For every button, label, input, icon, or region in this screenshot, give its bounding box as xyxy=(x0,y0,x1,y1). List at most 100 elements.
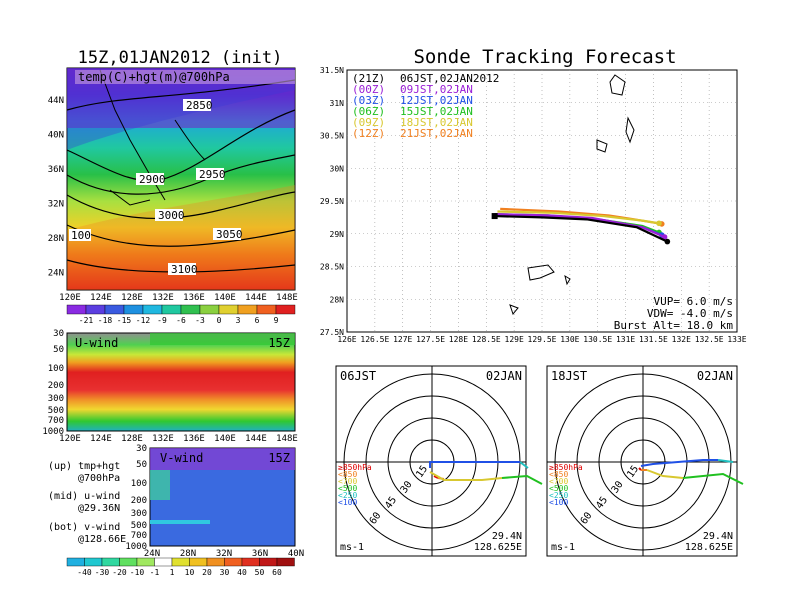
pressure-tick: 700 xyxy=(48,416,64,426)
colorbar-swatch xyxy=(136,557,155,567)
lon-tick: 127.5E xyxy=(416,335,445,344)
lat-tick: 29N xyxy=(330,230,345,239)
contour-3100 xyxy=(66,259,296,273)
hodo-trace xyxy=(640,459,718,467)
track-endpoint xyxy=(661,234,668,240)
legend-mid-2: @29.36N xyxy=(78,503,120,514)
map-label: temp(C)+hgt(m)@700hPa xyxy=(78,70,230,84)
level-legend: ≥850hPa xyxy=(549,463,583,472)
colorbar-tick: -15 xyxy=(117,316,132,325)
lon-tick: 132E xyxy=(152,434,174,444)
wind-colorbar: -40 -30 -20 -10 -1 1 10 20 30 40 50 60 xyxy=(66,557,295,577)
hodo-unit: ms-1 xyxy=(551,542,575,553)
lat-tick: 24N xyxy=(144,549,160,559)
colorbar-swatch xyxy=(85,304,106,315)
colorbar-swatch xyxy=(218,304,239,315)
colorbar-swatch xyxy=(241,557,260,567)
colorbar-tick: -1 xyxy=(150,568,160,577)
hodo-label-bg xyxy=(549,368,589,382)
legend-mid-1: (mid) u-wind xyxy=(48,491,120,502)
temp-map-panel: 2850 2900 2950 3000 3050 3100 100 temp(C… xyxy=(66,67,296,291)
colorbar-tick: 60 xyxy=(272,568,282,577)
colorbar-swatch xyxy=(161,304,182,315)
hodo-label-bg xyxy=(338,368,378,382)
track-line xyxy=(494,214,668,243)
lon-tick: 129E xyxy=(505,335,524,344)
legend-run: (21Z) xyxy=(352,72,385,85)
colorbar-tick: 3 xyxy=(236,316,241,325)
contour-label: 100 xyxy=(71,229,91,242)
lon-tick: 144E xyxy=(245,434,267,444)
lon-tick: 128E xyxy=(449,335,468,344)
colorbar-swatch xyxy=(104,304,125,315)
lat-tick: 28.5N xyxy=(320,263,344,272)
u-wind-panel: U-wind 15Z xyxy=(66,332,296,432)
legend-up-1: (up) tmp+hgt xyxy=(48,461,120,472)
legend-run: (09Z) xyxy=(352,116,385,129)
colorbar-tick: -10 xyxy=(130,568,145,577)
colorbar-swatch xyxy=(84,557,103,567)
v-wind-label: V-wind xyxy=(160,451,203,465)
lon-tick: 131E xyxy=(616,335,635,344)
lat-tick: 36N xyxy=(48,165,64,175)
lon-tick: 148E xyxy=(276,293,298,303)
colorbar-swatch xyxy=(101,557,120,567)
lon-tick: 120E xyxy=(59,434,81,444)
temp-colorbar: -21 -18 -15 -12 -9 -6 -3 0 3 6 9 xyxy=(66,304,296,325)
colorbar-tick: -6 xyxy=(176,316,186,325)
pressure-tick: 30 xyxy=(136,444,147,454)
level-legend: <700 xyxy=(549,477,568,486)
track-endpoint xyxy=(656,220,662,227)
contour-label: 2950 xyxy=(199,168,226,181)
hodo-trace xyxy=(429,461,520,468)
hodo-lat: 29.4N xyxy=(492,531,522,542)
legend-time: 09JST,02JAN xyxy=(400,83,473,96)
colorbar-swatch xyxy=(123,304,144,315)
legend-run: (12Z) xyxy=(352,127,385,140)
hodo-time: 06JST xyxy=(340,369,376,383)
lat-tick: 30N xyxy=(330,164,345,173)
lon-tick: 140E xyxy=(214,293,236,303)
colorbar-tick: -3 xyxy=(195,316,205,325)
contour-label: 2850 xyxy=(186,99,213,112)
legend-time: 18JST,02JAN xyxy=(400,116,473,129)
lon-tick: 129.5E xyxy=(528,335,557,344)
pressure-tick: 200 xyxy=(48,381,64,391)
contour-2950 xyxy=(66,154,296,195)
pressure-tick: 500 xyxy=(48,406,64,416)
pressure-tick: 1000 xyxy=(42,427,64,437)
pressure-tick: 30 xyxy=(53,329,64,339)
colorbar-swatch xyxy=(256,304,277,315)
colorbar-swatch xyxy=(189,557,208,567)
hodo-lon: 128.625E xyxy=(685,542,733,553)
pressure-tick: 200 xyxy=(131,496,147,506)
colorbar-tick: 20 xyxy=(202,568,212,577)
lon-tick: 126.5E xyxy=(360,335,389,344)
contour-label: 2900 xyxy=(139,173,166,186)
burst-readout: Burst Alt= 18.0 km xyxy=(614,319,734,332)
colorbar-swatch xyxy=(66,304,87,315)
track-endpoint xyxy=(664,238,671,245)
lon-tick: 144E xyxy=(245,293,267,303)
colorbar-swatch xyxy=(237,304,258,315)
lon-tick: 120E xyxy=(59,293,81,303)
lat-tick: 36N xyxy=(252,549,268,559)
lon-tick: 132.5E xyxy=(695,335,724,344)
contour-label: 3000 xyxy=(158,209,185,222)
lat-tick: 32N xyxy=(48,200,64,210)
colorbar-swatch xyxy=(206,557,225,567)
lat-tick: 32N xyxy=(216,549,232,559)
level-legend: <500 xyxy=(549,484,568,493)
lon-tick: 128E xyxy=(121,293,143,303)
lon-tick: 128E xyxy=(121,434,143,444)
hodo-lat: 29.4N xyxy=(703,531,733,542)
colorbar-tick: -20 xyxy=(112,568,127,577)
hodo-trace xyxy=(501,474,543,485)
level-legend: <100 xyxy=(549,498,568,507)
lat-tick: 29.5N xyxy=(320,197,344,206)
hodo-trace xyxy=(433,475,439,479)
colorbar-swatch xyxy=(276,557,295,567)
pressure-tick: 500 xyxy=(131,521,147,531)
lon-tick: 124E xyxy=(90,434,112,444)
